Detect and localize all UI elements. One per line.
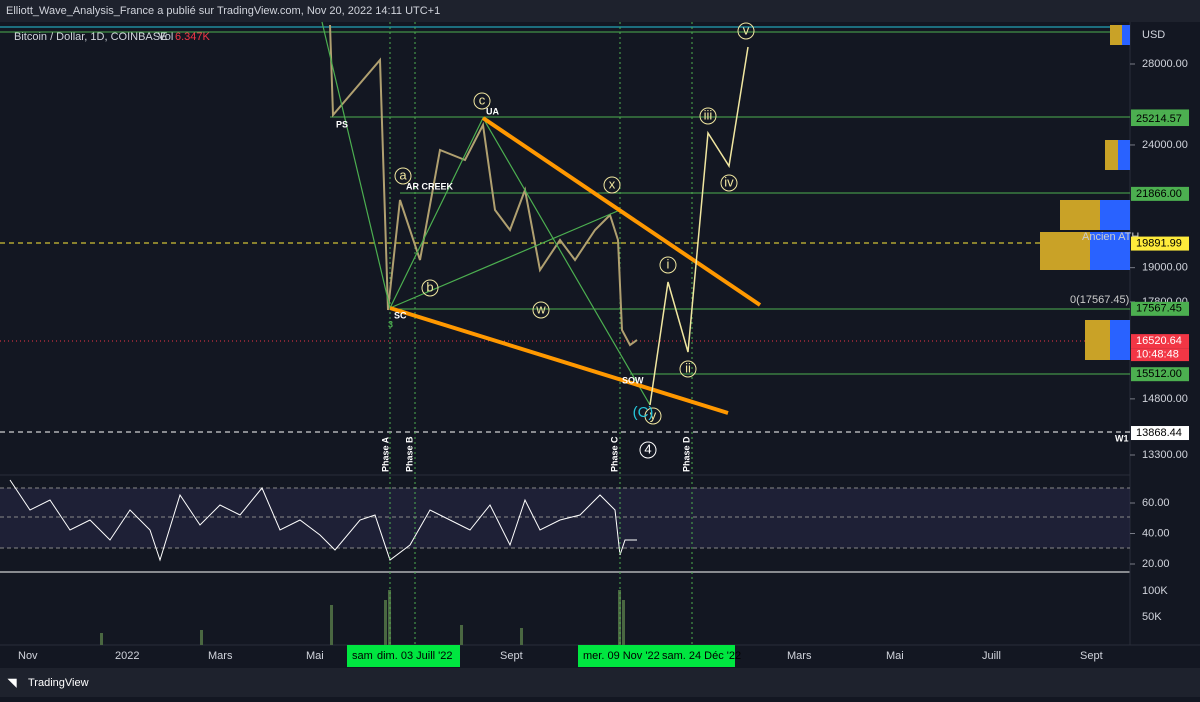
wave-label: c bbox=[479, 92, 486, 107]
price-tick-label: 28000.00 bbox=[1142, 58, 1188, 70]
annotation: Phase A bbox=[380, 436, 390, 472]
wave-label: y bbox=[650, 407, 657, 422]
price-axis: 28000.0024000.0019000.0017800.0014800.00… bbox=[1130, 58, 1189, 461]
time-label: Mai bbox=[306, 650, 324, 662]
time-label: Mars bbox=[787, 650, 812, 662]
wave-label: x bbox=[609, 176, 616, 191]
wave-label: (C) bbox=[633, 404, 654, 421]
rsi-tick-label: 60.00 bbox=[1142, 497, 1170, 509]
price-label: 16520.64 bbox=[1136, 335, 1182, 347]
vol-value: 6.347K bbox=[175, 31, 211, 43]
price-tick-label: 14800.00 bbox=[1142, 393, 1188, 405]
wave-circles bbox=[394, 22, 755, 459]
phase-lines bbox=[389, 22, 693, 645]
vol-label: Vol bbox=[158, 31, 173, 43]
price-label: 15512.00 bbox=[1136, 368, 1182, 380]
currency: USD bbox=[1142, 29, 1165, 41]
wave-label: i bbox=[667, 256, 670, 271]
price-label-box bbox=[1131, 426, 1189, 441]
price-label-box bbox=[1131, 112, 1189, 127]
annotation: Phase C bbox=[609, 436, 619, 472]
time-highlight bbox=[347, 645, 460, 667]
time-label: Mai bbox=[886, 650, 904, 662]
price-tick-label: 13300.00 bbox=[1142, 449, 1188, 461]
publisher: Elliott_Wave_Analysis_France a publié su… bbox=[6, 5, 440, 17]
price-label: 13868.44 bbox=[1136, 427, 1182, 439]
header-bar bbox=[0, 0, 1200, 22]
price-label-box bbox=[1131, 334, 1189, 349]
rsi-axis: 60.00 40.00 20.00 bbox=[1130, 497, 1170, 570]
price-label: 21866.00 bbox=[1136, 188, 1182, 200]
wave-label: b bbox=[426, 279, 433, 294]
time-highlight-label: sam. 24 Déc '22 bbox=[662, 650, 741, 662]
wave-label: iv bbox=[724, 174, 734, 189]
wave-lines bbox=[321, 21, 651, 406]
rsi-tick-label: 40.00 bbox=[1142, 527, 1170, 539]
footer bbox=[0, 668, 1200, 697]
wave-label: iii bbox=[704, 107, 713, 122]
wave-label: 4 bbox=[644, 441, 651, 456]
price-label: 17567.45 bbox=[1136, 303, 1182, 315]
annotation: PS bbox=[336, 119, 348, 129]
annotation: SC bbox=[394, 310, 407, 320]
annotation: 3 bbox=[388, 319, 393, 329]
wave-label: v bbox=[743, 22, 750, 37]
annotation: Phase B bbox=[404, 436, 414, 472]
annotation: Phase D bbox=[681, 436, 691, 472]
time-label: Sept bbox=[1080, 650, 1103, 662]
footer-brand: TradingView bbox=[28, 677, 89, 689]
annotation: Ancien ATH bbox=[1082, 231, 1139, 243]
time-label: Nov bbox=[18, 650, 38, 662]
price-tick-label: 24000.00 bbox=[1142, 139, 1188, 151]
wedge-line bbox=[481, 116, 762, 307]
price-label-box bbox=[1131, 301, 1189, 316]
wedge-line bbox=[389, 306, 729, 415]
countdown: 10:48:48 bbox=[1136, 349, 1179, 361]
wave-label: a bbox=[399, 167, 407, 182]
time-label: 2022 bbox=[115, 650, 139, 662]
price-label-box bbox=[1131, 367, 1189, 382]
price-label: 25214.57 bbox=[1136, 113, 1182, 125]
volume-tick: 100K bbox=[1142, 585, 1168, 597]
time-highlight-label: mer. 09 Nov '22 bbox=[583, 650, 660, 662]
annotation: AR CREEK bbox=[406, 181, 454, 191]
time-highlight bbox=[578, 645, 735, 667]
time-highlight-label: dim. 03 Juill '22 bbox=[377, 650, 452, 662]
annotation: SOW bbox=[622, 375, 644, 385]
wave-label: w bbox=[535, 301, 546, 316]
footer-logo: ◥ bbox=[7, 677, 17, 689]
annotation: W1 bbox=[1115, 433, 1129, 443]
wave-label: ii bbox=[685, 360, 691, 375]
price-label: 19891.99 bbox=[1136, 237, 1182, 249]
rsi-tick-label: 20.00 bbox=[1142, 558, 1170, 570]
time-label: Mars bbox=[208, 650, 233, 662]
time-highlight-label: sam bbox=[352, 650, 373, 662]
time-label: Juill bbox=[982, 650, 1001, 662]
projection bbox=[649, 46, 749, 406]
rsi-line bbox=[9, 479, 637, 562]
volume-profile bbox=[1040, 25, 1130, 360]
annotation: UA bbox=[486, 106, 499, 116]
price-label-box bbox=[1131, 186, 1189, 201]
time-label: Sept bbox=[500, 650, 523, 662]
volume-tick: 50K bbox=[1142, 611, 1162, 623]
annotation: 0(17567.45) bbox=[1070, 294, 1129, 306]
price-tick-label: 19000.00 bbox=[1142, 262, 1188, 274]
rsi-band bbox=[0, 488, 1130, 548]
price-label-box bbox=[1131, 236, 1189, 251]
price-path bbox=[329, 24, 638, 347]
countdown-box bbox=[1131, 348, 1189, 362]
symbol: Bitcoin / Dollar, 1D, COINBASE bbox=[14, 31, 167, 43]
